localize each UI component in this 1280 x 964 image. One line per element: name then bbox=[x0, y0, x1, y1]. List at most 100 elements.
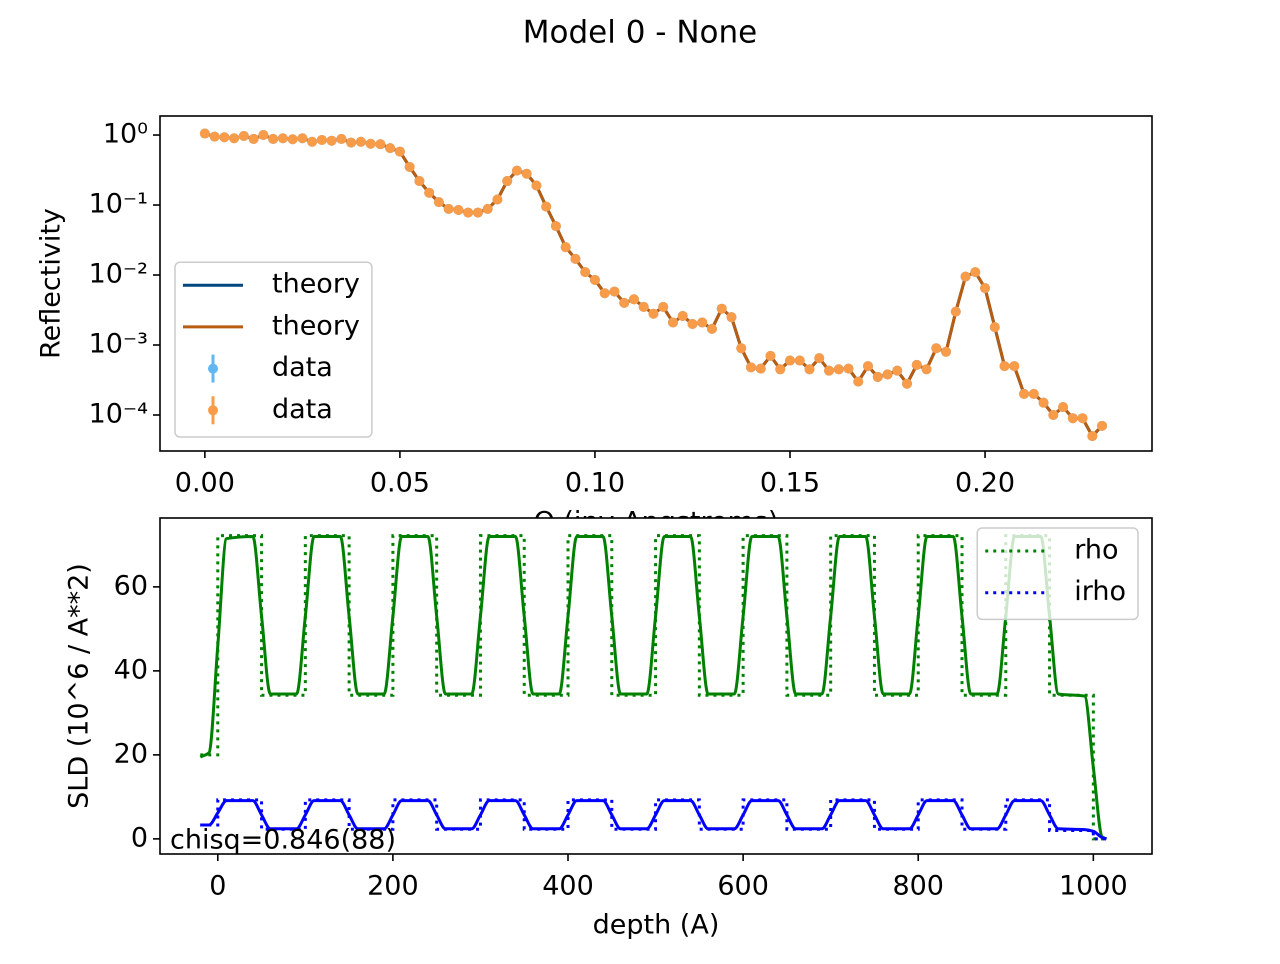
data-point bbox=[892, 365, 903, 376]
data-point bbox=[258, 130, 269, 141]
data-point bbox=[833, 364, 844, 375]
data-point bbox=[1077, 413, 1088, 424]
data-point bbox=[814, 353, 825, 364]
data-point bbox=[307, 136, 318, 147]
data-point bbox=[658, 301, 669, 312]
data-point bbox=[277, 133, 288, 144]
legend-swatch bbox=[208, 363, 218, 374]
data-point bbox=[794, 355, 805, 366]
legend-label: rho bbox=[1074, 535, 1118, 566]
data-point bbox=[355, 136, 366, 147]
data-point bbox=[941, 346, 952, 357]
data-point bbox=[199, 128, 210, 139]
data-point bbox=[628, 294, 639, 305]
data-point bbox=[921, 364, 932, 375]
data-point bbox=[316, 134, 327, 145]
data-point bbox=[980, 283, 991, 294]
x-tick-label: 0.10 bbox=[565, 468, 625, 499]
data-point bbox=[336, 133, 347, 144]
data-point bbox=[736, 343, 747, 354]
data-point bbox=[999, 361, 1010, 372]
y-tick-label: 40 bbox=[114, 654, 148, 685]
data-point bbox=[219, 132, 230, 143]
data-point bbox=[463, 207, 474, 218]
data-point bbox=[677, 310, 688, 321]
data-point bbox=[297, 133, 308, 144]
plot-area bbox=[199, 128, 1108, 442]
data-point bbox=[326, 135, 337, 146]
data-point bbox=[570, 253, 581, 264]
data-point bbox=[902, 378, 913, 389]
annotation: chisq=0.846(88) bbox=[170, 825, 396, 856]
data-point bbox=[755, 363, 766, 374]
data-point bbox=[960, 271, 971, 282]
legend-swatch bbox=[208, 405, 218, 416]
data-point bbox=[882, 369, 893, 380]
legend-label: data bbox=[272, 394, 333, 425]
data-point bbox=[414, 176, 425, 187]
data-point bbox=[667, 317, 678, 328]
data-point bbox=[580, 267, 591, 278]
y-tick-label: 10⁻² bbox=[89, 259, 148, 290]
data-point bbox=[443, 203, 454, 214]
data-point bbox=[365, 138, 376, 149]
data-point bbox=[541, 201, 552, 212]
data-point bbox=[1028, 388, 1039, 399]
series-line bbox=[200, 534, 1107, 841]
y-tick-label: 60 bbox=[114, 570, 148, 601]
data-point bbox=[511, 165, 522, 176]
legend-label: theory bbox=[272, 269, 360, 300]
data-point bbox=[824, 365, 835, 376]
data-point bbox=[931, 343, 942, 354]
x-tick-label: 200 bbox=[367, 871, 419, 902]
legend-label: irho bbox=[1074, 576, 1126, 607]
data-point bbox=[863, 361, 874, 372]
data-point bbox=[706, 323, 717, 334]
y-axis-label: SLD (10^6 / A**2) bbox=[64, 563, 95, 809]
data-point bbox=[521, 168, 532, 179]
figure-title: Model 0 - None bbox=[523, 15, 757, 51]
data-point bbox=[209, 131, 220, 142]
axes-frame bbox=[159, 115, 1153, 452]
data-point bbox=[1048, 410, 1059, 421]
y-tick-label: 10⁻³ bbox=[89, 329, 148, 360]
data-point bbox=[638, 301, 649, 312]
data-point bbox=[394, 146, 405, 157]
data-point bbox=[268, 133, 279, 144]
data-point bbox=[1019, 388, 1030, 399]
data-point bbox=[853, 376, 864, 387]
data-point bbox=[248, 133, 259, 144]
data-point bbox=[589, 274, 600, 285]
data-point bbox=[784, 355, 795, 366]
axes-frame bbox=[159, 517, 1153, 855]
x-tick-label: 0.05 bbox=[370, 468, 430, 499]
x-tick-label: 600 bbox=[717, 871, 769, 902]
data-point bbox=[1067, 413, 1078, 424]
data-point bbox=[229, 133, 240, 144]
x-tick-label: 0 bbox=[209, 871, 226, 902]
data-point bbox=[765, 350, 776, 361]
data-point bbox=[1058, 402, 1069, 413]
y-tick-label: 20 bbox=[114, 738, 148, 769]
data-point bbox=[619, 297, 630, 308]
data-point bbox=[843, 363, 854, 374]
data-point bbox=[550, 221, 561, 232]
legend-label: data bbox=[272, 352, 333, 383]
y-tick-label: 0 bbox=[131, 822, 148, 853]
data-point bbox=[1097, 420, 1108, 431]
series-line bbox=[199, 534, 1108, 841]
data-point bbox=[424, 187, 435, 198]
series-line bbox=[200, 799, 1107, 841]
data-point bbox=[609, 286, 620, 297]
x-tick-label: 0.00 bbox=[175, 468, 235, 499]
data-point bbox=[1038, 397, 1049, 408]
data-point bbox=[385, 143, 396, 154]
x-tick-label: 1000 bbox=[1059, 871, 1128, 902]
data-point bbox=[502, 176, 513, 187]
y-axis-label: Reflectivity bbox=[36, 208, 67, 359]
data-point bbox=[560, 242, 571, 253]
data-point bbox=[687, 318, 698, 329]
data-point bbox=[950, 306, 961, 317]
legend-box bbox=[174, 261, 373, 438]
